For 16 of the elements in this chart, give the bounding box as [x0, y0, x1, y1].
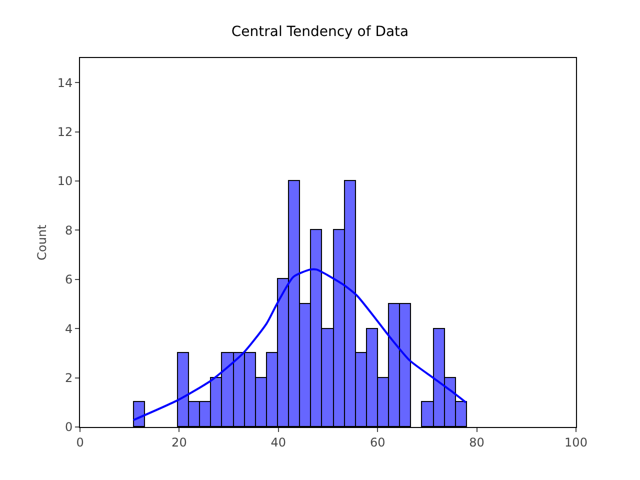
- x-tick-label: 80: [469, 435, 484, 450]
- chart-title: Central Tendency of Data: [231, 24, 409, 40]
- x-tick-label: 100: [564, 435, 588, 450]
- y-tick-label: 4: [64, 322, 73, 336]
- x-tick-label: 20: [172, 435, 187, 450]
- y-tick-label: 0: [64, 420, 73, 434]
- y-tick-label: 8: [64, 223, 73, 238]
- y-tick-label: 14: [57, 76, 73, 90]
- y-axis-title: Count: [35, 224, 49, 260]
- y-tick-label: 2: [64, 371, 73, 385]
- x-tick-label: 60: [370, 435, 386, 450]
- y-tick-label: 12: [57, 125, 73, 139]
- x-tick-label: 40: [270, 435, 286, 450]
- y-tick-label: 6: [64, 272, 73, 287]
- x-tick-label: 0: [76, 435, 84, 450]
- y-tick-label: 10: [57, 174, 73, 188]
